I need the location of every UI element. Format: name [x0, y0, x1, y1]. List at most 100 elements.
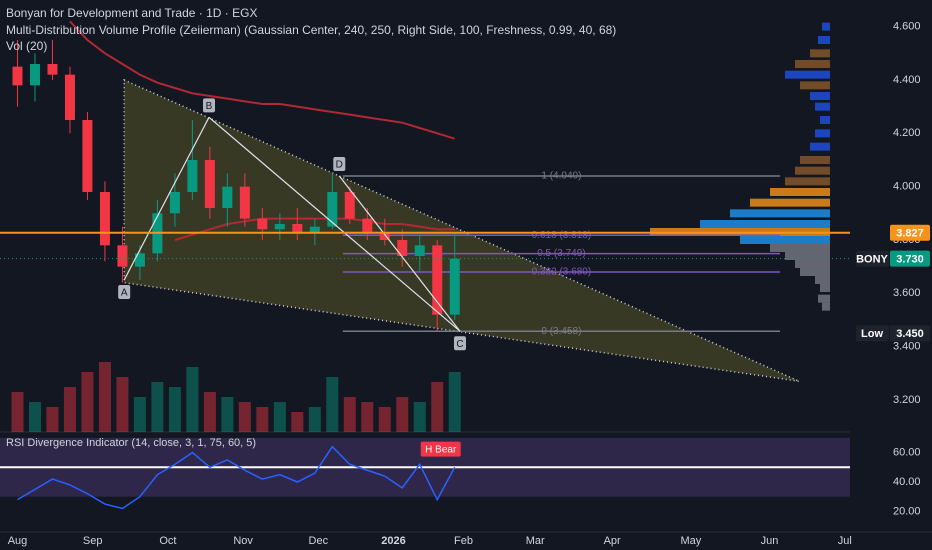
- candle-body: [47, 64, 58, 75]
- volume-bar: [168, 387, 181, 432]
- pattern-point-label: A: [121, 288, 128, 299]
- volume-profile-bar: [750, 198, 830, 207]
- candle-body: [309, 226, 320, 232]
- fib-label: 0 (3.458): [541, 326, 581, 337]
- volume-bar: [238, 402, 251, 432]
- pattern-point-box: [453, 336, 466, 351]
- price-label-box: [890, 250, 930, 267]
- plot-layer: 1 (4.040) 0.618 (3.818) 0.5 (3.749) 0.382 (…: [0, 21, 930, 547]
- volume-bar: [46, 407, 59, 432]
- x-tick-label: 2026: [381, 535, 405, 547]
- volume-profile-bar: [700, 220, 830, 228]
- y-tick-label: 4.000: [893, 181, 921, 193]
- y-tick-label: 4.400: [893, 74, 921, 86]
- volume-profile-bar: [770, 244, 830, 252]
- volume-profile-bar: [800, 81, 830, 90]
- fib-label: 0.618 (3.818): [532, 230, 592, 241]
- volume-bar: [116, 377, 129, 432]
- fib-label: 1 (4.040): [541, 171, 581, 182]
- volume-profile-bar: [815, 102, 830, 111]
- volume-profile-bar: [820, 284, 830, 292]
- candle-body: [239, 186, 250, 219]
- volume-bar: [256, 407, 269, 432]
- y-tick-label: 3.200: [893, 394, 921, 406]
- volume-profile-bar: [730, 209, 830, 218]
- candle-body: [29, 64, 40, 86]
- x-tick-label: Aug: [8, 535, 28, 547]
- volume-bar: [448, 372, 461, 432]
- volume-bar: [291, 412, 304, 432]
- price-label: 3.827: [896, 228, 924, 240]
- price-name-box: [856, 325, 889, 342]
- candle-body: [204, 160, 215, 208]
- divergence-label: H Bear: [425, 444, 457, 455]
- volume-profile-bar: [810, 142, 830, 151]
- volume-profile-bar: [800, 268, 830, 276]
- volume-profile-bar: [822, 302, 830, 311]
- volume-profile-bar: [785, 252, 830, 260]
- volume-profile-bar: [770, 188, 830, 196]
- volume-bar: [151, 382, 164, 432]
- candle-body: [99, 192, 110, 246]
- candle-body: [222, 186, 233, 208]
- pattern-line: [338, 175, 461, 332]
- volume-title: Vol (20): [6, 39, 47, 53]
- volume-bar: [11, 392, 24, 432]
- volume-bar: [133, 397, 146, 432]
- price-label-box: [890, 224, 930, 241]
- volume-bar: [343, 397, 356, 432]
- volume-profile-bar: [795, 166, 830, 175]
- candle-body: [397, 240, 408, 256]
- candle-body: [64, 74, 75, 120]
- candle-body: [292, 224, 303, 232]
- volume-profile-bar: [740, 236, 830, 244]
- volume-profile-bar: [818, 294, 830, 303]
- price-label: 3.450: [896, 328, 924, 340]
- volume-profile-bar: [818, 36, 830, 44]
- candle-body: [187, 160, 198, 192]
- candle-body: [449, 258, 460, 315]
- candle-body: [327, 192, 338, 227]
- rsi-tick-label: 20.00: [893, 505, 921, 517]
- price-name: Low: [861, 328, 883, 340]
- volume-bar: [431, 382, 444, 432]
- x-tick-label: Mar: [526, 535, 545, 547]
- candle-body: [169, 192, 180, 214]
- candle-body: [414, 245, 425, 256]
- moving-average: [69, 20, 456, 140]
- volume-bar: [396, 397, 409, 432]
- candle-body: [274, 224, 285, 230]
- volume-bar: [378, 407, 391, 432]
- volume-profile-bar: [795, 260, 830, 268]
- pattern-point-box: [203, 98, 216, 113]
- y-tick-label: 3.600: [893, 287, 921, 299]
- x-tick-label: May: [680, 535, 701, 547]
- volume-profile-bar: [822, 22, 830, 31]
- rsi-tick-label: 60.00: [893, 446, 921, 458]
- x-tick-label: Sep: [83, 535, 103, 547]
- rsi-title: RSI Divergence Indicator (14, close, 3, …: [6, 437, 256, 449]
- candle-body: [12, 66, 23, 86]
- volume-profile-bar: [795, 60, 830, 68]
- volume-bar: [308, 407, 321, 432]
- pattern-line: [208, 116, 461, 332]
- volume-bar: [186, 367, 199, 432]
- candle-body: [117, 245, 128, 267]
- pattern-line: [123, 117, 210, 281]
- wedge: [123, 78, 800, 383]
- x-tick-label: Dec: [309, 535, 329, 547]
- indicator-title: Multi-Distribution Volume Profile (Zeiie…: [6, 23, 616, 37]
- volume-bar: [63, 387, 76, 432]
- y-tick-label: 4.200: [893, 127, 921, 139]
- volume-profile-bar: [800, 156, 830, 164]
- price-label-box: [890, 325, 930, 342]
- volume-profile-bar: [815, 276, 830, 284]
- volume-profile-bar: [815, 129, 830, 138]
- x-tick-label: Nov: [233, 535, 253, 547]
- volume-profile-bar: [810, 92, 830, 100]
- candle-body: [134, 253, 145, 267]
- y-tick-label: 3.400: [893, 341, 921, 353]
- fib-label: 0.382 (3.680): [532, 267, 592, 278]
- volume-bar: [81, 372, 94, 432]
